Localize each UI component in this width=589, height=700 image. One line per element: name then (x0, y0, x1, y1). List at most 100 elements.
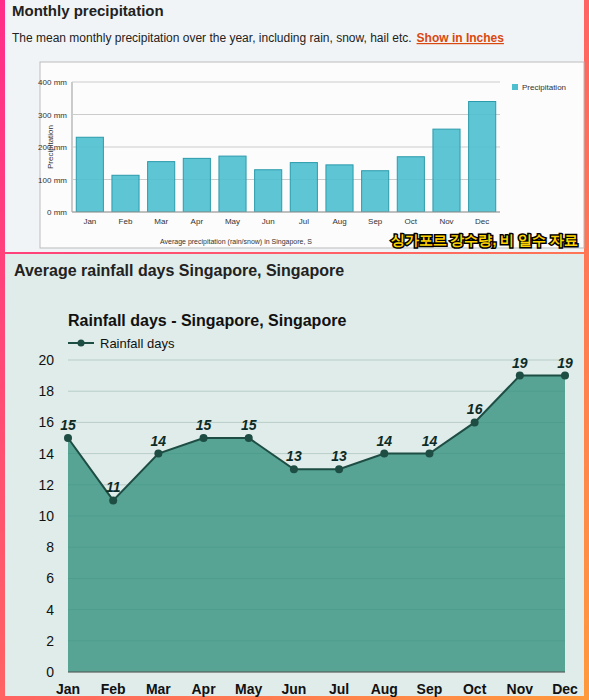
data-label: 19 (512, 355, 528, 371)
point (425, 450, 433, 458)
tick-label: Jan (56, 681, 80, 697)
point (200, 434, 208, 442)
chart-title: Rainfall days - Singapore, Singapore (68, 312, 346, 329)
tick-label: 12 (38, 477, 54, 493)
bar (255, 170, 282, 212)
tick-label: Apr (191, 681, 216, 697)
tick-label: Jul (329, 681, 349, 697)
tick-label: Sep (417, 681, 443, 697)
plot (64, 372, 569, 672)
tick-label: 4 (46, 602, 54, 618)
axis-title: Average precipitation (rain/snow) in Sin… (160, 238, 312, 246)
tick-label: May (225, 217, 240, 226)
legend-label: Precipitation (522, 83, 566, 92)
heading: Average rainfall days Singapore, Singapo… (14, 262, 344, 279)
point (154, 450, 162, 458)
page: Monthly precipitation The mean monthly pr… (0, 0, 589, 700)
x-axis (72, 212, 500, 213)
x-axis (68, 672, 565, 673)
bar (397, 157, 424, 212)
tick-label: Feb (101, 681, 126, 697)
data-label: 15 (196, 417, 212, 433)
bar (326, 165, 353, 212)
legend-label: Rainfall days (100, 336, 175, 351)
grid-line (68, 391, 565, 392)
tick-label: Jan (83, 217, 96, 226)
point (561, 372, 569, 380)
tick-label: 20 (38, 352, 54, 368)
tick-label: Oct (463, 681, 487, 697)
bar (362, 171, 389, 212)
tick-label: May (235, 681, 262, 697)
tick-label: 400 mm (38, 78, 67, 87)
tick-label: Jun (281, 681, 306, 697)
line (68, 376, 565, 501)
overlay-text: 싱가포르 강수량, 비 일수 자료 (391, 232, 578, 248)
bar (76, 137, 103, 212)
grid-line (72, 82, 500, 83)
tick-label: 8 (46, 539, 54, 555)
point (64, 434, 72, 442)
point (516, 372, 524, 380)
tick-label: Mar (154, 217, 168, 226)
axis-title: Precipitation (46, 125, 55, 169)
data-label: 14 (422, 433, 438, 449)
bar (112, 175, 139, 212)
tick-label: 300 mm (38, 111, 67, 120)
tick-label: Mar (146, 681, 171, 697)
grid-line (72, 114, 500, 115)
point (471, 418, 479, 426)
bar (148, 162, 175, 212)
tick-label: Dec (552, 681, 578, 697)
tick-label: Jul (299, 217, 309, 226)
link: Show in Inches (417, 31, 505, 45)
data-label: 13 (286, 448, 302, 464)
grid-line (68, 672, 565, 673)
point (290, 465, 298, 473)
tick-label: Jun (262, 217, 275, 226)
data-label: 16 (467, 401, 483, 417)
bar (290, 163, 317, 212)
data-label: 13 (331, 448, 347, 464)
tick-label: 0 (46, 664, 54, 680)
point (380, 450, 388, 458)
point (335, 465, 343, 473)
grid-line (72, 212, 500, 213)
tick-label: 2 (46, 633, 54, 649)
data-label: 11 (106, 479, 121, 495)
tick-label: Feb (119, 217, 133, 226)
point (245, 434, 253, 442)
data-label: 14 (376, 433, 392, 449)
description: The mean monthly precipitation over the … (12, 31, 412, 45)
data-label: 15 (60, 417, 76, 433)
legend-swatch (512, 84, 518, 90)
bar (469, 102, 496, 213)
tick-label: 100 mm (38, 176, 67, 185)
tick-label: Nov (507, 681, 534, 697)
tick-label: Sep (368, 217, 383, 226)
tick-label: Oct (405, 217, 418, 226)
bar (219, 156, 246, 212)
data-label: 14 (151, 433, 167, 449)
point (109, 496, 117, 504)
tick-label: 10 (38, 508, 54, 524)
tick-label: 16 (38, 414, 54, 430)
bar (183, 158, 210, 212)
data-label: 15 (241, 417, 257, 433)
area (68, 376, 565, 672)
grid-line (68, 360, 565, 361)
data-label: 19 (557, 355, 573, 371)
frame (0, 0, 589, 700)
legend-marker (78, 340, 85, 347)
tick-label: Apr (191, 217, 204, 226)
heading: Monthly precipitation (12, 2, 164, 19)
tick-label: 0 mm (47, 208, 67, 217)
tick-label: Nov (439, 217, 453, 226)
chart-box (40, 62, 584, 248)
tick-label: Aug (371, 681, 398, 697)
tick-label: Aug (332, 217, 346, 226)
top-panel (5, 0, 584, 252)
tick-label: 18 (38, 383, 54, 399)
bottom-panel (5, 254, 584, 696)
bar (433, 129, 460, 212)
